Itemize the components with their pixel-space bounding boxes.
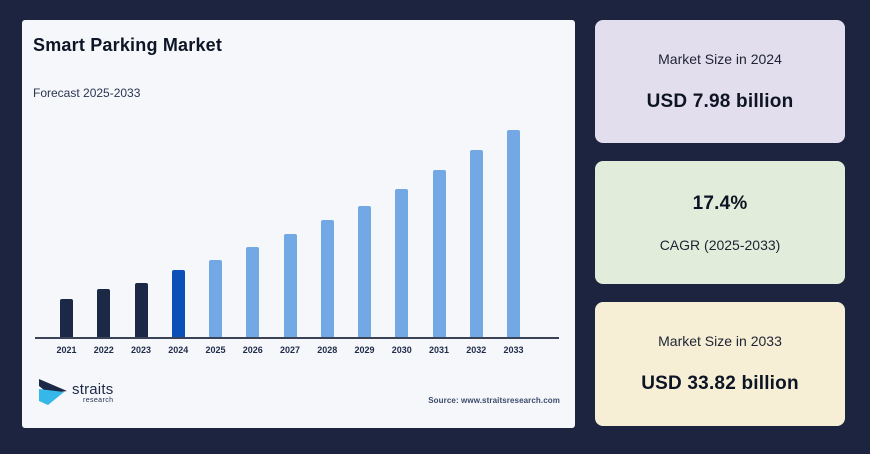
x-tick-2023: 2023 [130, 345, 152, 355]
x-tick-2028: 2028 [317, 345, 338, 355]
chart-panel: Smart Parking Market Forecast 2025-2033 … [22, 20, 575, 428]
stat-card-value: 17.4% [692, 192, 748, 214]
x-tick-2032: 2032 [466, 345, 487, 355]
bar-2024 [171, 270, 185, 337]
bar-2031 [432, 170, 446, 337]
bar-2033 [507, 130, 520, 337]
stat-card-market-size-2033: Market Size in 2033 USD 33.82 billion [595, 302, 845, 426]
x-tick-2024: 2024 [168, 345, 189, 355]
bar-column-2030: 2030 [392, 130, 412, 355]
stat-card-market-size-2024: Market Size in 2024 USD 7.98 billion [595, 20, 845, 143]
stat-card-label: Market Size in 2024 [658, 50, 782, 67]
x-tick-2033: 2033 [503, 345, 524, 355]
bar-column-2033: 2033 [503, 130, 524, 355]
bar-column-2025: 2025 [205, 130, 226, 355]
stat-card-label: Market Size in 2033 [658, 333, 782, 349]
x-tick-2029: 2029 [354, 345, 375, 355]
bar-2027 [283, 233, 297, 337]
straits-research-logo: straits research [36, 376, 113, 410]
bar-column-2022: 2022 [94, 130, 114, 355]
bar-2023 [134, 282, 148, 337]
logo-arrow-icon [39, 379, 67, 405]
bar-2028 [320, 220, 334, 337]
logo-word: straits [72, 380, 114, 398]
logo-arrow-cyan-shape [39, 389, 64, 405]
stat-card-value: USD 7.98 billion [646, 90, 794, 112]
bar-2025 [209, 260, 222, 337]
bar-2026 [246, 247, 260, 337]
x-tick-2026: 2026 [242, 345, 263, 355]
bar-2022 [97, 288, 111, 337]
stat-card-value: USD 33.82 billion [641, 373, 799, 394]
bar-2030 [395, 188, 409, 337]
panel-footer: straits research Source: www.straitsrese… [36, 370, 560, 416]
logo-wordmark: straits research [72, 382, 113, 405]
forecast-subtitle: Forecast 2025-2033 [33, 86, 141, 100]
x-tick-2025: 2025 [205, 345, 226, 355]
bar-2032 [469, 150, 483, 337]
x-tick-2022: 2022 [93, 345, 114, 355]
x-tick-2021: 2021 [56, 345, 77, 355]
bar-column-2026: 2026 [243, 130, 263, 355]
page-title: Smart Parking Market [33, 35, 223, 55]
bar-chart: 2021 2022 2023 2024 2025 2026 2027 2028 2029 2030… [40, 130, 560, 355]
bar-column-2029: 2029 [354, 130, 375, 355]
x-tick-2030: 2030 [391, 345, 412, 355]
bar-column-2028: 2028 [317, 130, 337, 355]
bar-column-2024: 2024 [168, 130, 188, 355]
bar-column-2031: 2031 [429, 130, 449, 355]
bar-column-2023: 2023 [131, 130, 151, 355]
bar-2021 [60, 298, 73, 337]
bar-2029 [358, 205, 371, 337]
stat-card-cagr: 17.4% CAGR (2025-2033) [595, 161, 845, 284]
bar-column-2021: 2021 [56, 130, 77, 355]
source-attribution: Source: www.straitsresearch.com [428, 395, 560, 405]
bar-column-2027: 2027 [280, 130, 300, 355]
logo-subtext: research [82, 396, 114, 404]
x-tick-2027: 2027 [279, 345, 301, 355]
x-axis-line [35, 337, 559, 339]
stat-card-label: CAGR (2025-2033) [659, 236, 781, 253]
bar-column-2032: 2032 [466, 130, 486, 355]
x-tick-2031: 2031 [428, 345, 450, 355]
